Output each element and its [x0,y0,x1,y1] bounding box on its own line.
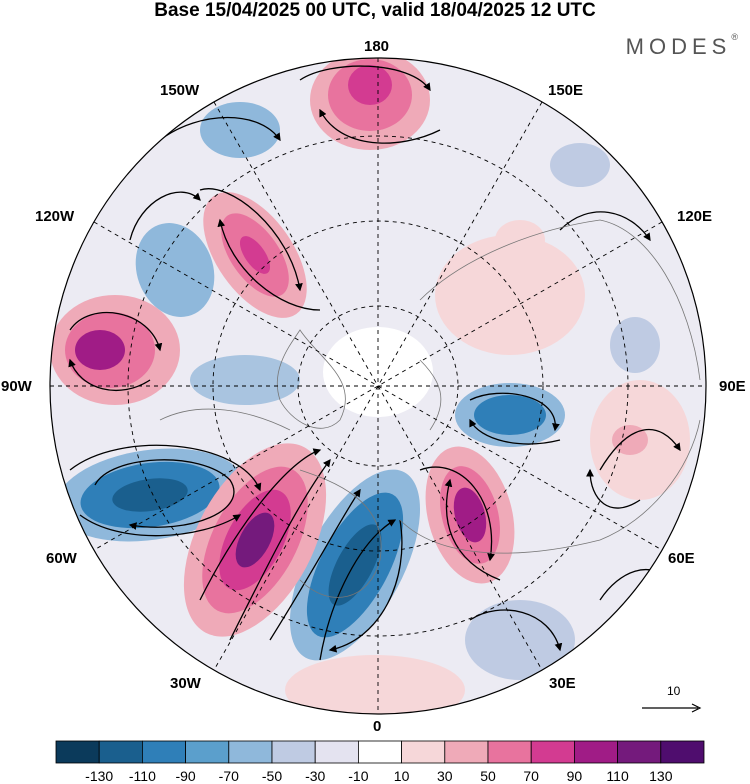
colorbar-segment [185,740,230,764]
colorbar-segment [142,740,187,764]
colorbar-tick-label: 110 [606,768,629,784]
map-boundary [49,57,707,715]
colorbar-tick-label: 10 [393,768,410,784]
lon-label-150e: 150E [548,82,584,99]
colorbar-segment [617,740,662,764]
lon-label-90e: 90E [719,378,746,395]
streamlines [68,65,681,661]
colorbar-segment [487,740,532,764]
lon-label-30w: 30W [170,675,201,692]
modes-logo: MODES® [625,32,738,59]
lon-label-120w: 120W [35,208,75,225]
colorbar-tick-label: -130 [85,768,114,784]
colorbar-segment [271,740,316,764]
colorbar-tick-label: 30 [437,768,453,784]
lon-label-180: 180 [364,38,390,55]
map-title: Base 15/04/2025 00 UTC, valid 18/04/2025… [154,0,596,21]
colorbar-tick-label: -50 [261,768,283,784]
colorbar-tick-label: -110 [128,768,156,784]
colorbar [55,740,705,764]
colorbar-segment [444,740,489,764]
reference-vector-arrow [642,703,702,713]
colorbar-segment [660,740,705,764]
colorbar-tick-label: 50 [480,768,496,784]
colorbar-tick-label: 130 [649,768,673,784]
reference-vector-label: 10 [667,684,681,698]
colorbar-tick-label: -30 [305,768,326,784]
colorbar-segment [530,740,575,764]
colorbar-segment [98,740,143,764]
lon-label-150w: 150W [160,82,200,99]
polar-map [49,57,707,715]
colorbar-tick-label: -70 [218,768,239,784]
coastlines [159,219,701,598]
lon-label-30e: 30E [549,675,576,692]
colorbar-tick-label: 70 [523,768,539,784]
lon-label-60w: 60W [46,550,77,567]
colorbar-segment [314,740,359,764]
colorbar-segment [357,740,402,764]
colorbar-tick-label: -90 [175,768,196,784]
colorbar-segment [55,740,100,764]
lon-label-0: 0 [373,718,382,735]
colorbar-segment [228,740,273,764]
positive-anomaly-blobs [50,58,690,714]
negative-anomaly-blobs [55,102,660,680]
colorbar-tick-label: 90 [566,768,583,784]
lon-label-60e: 60E [668,550,695,567]
lon-label-120e: 120E [677,208,713,225]
colorbar-tick-label: -10 [348,768,369,784]
lon-label-90w: 90W [1,378,32,395]
colorbar-segment [401,740,446,764]
colorbar-segment [574,740,619,764]
graticule [50,58,706,714]
